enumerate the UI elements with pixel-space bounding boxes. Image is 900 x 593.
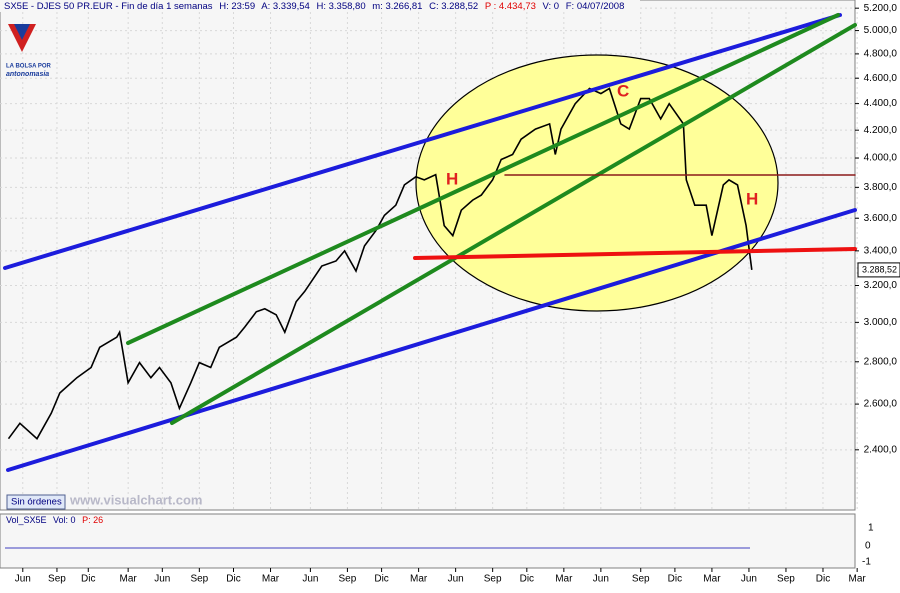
- volume-tick-label: 0: [865, 541, 871, 552]
- y-tick-label: 3.200,0: [864, 280, 898, 291]
- header-bg: [0, 0, 640, 12]
- logo-text: LA BOLSA POR: [6, 64, 52, 70]
- annotations: H C H: [446, 81, 758, 208]
- y-tick-label: 2.600,0: [864, 399, 898, 410]
- x-tick-label: Mar: [410, 574, 428, 585]
- x-tick-label: Jun: [15, 574, 31, 585]
- x-tick-label: Dic: [816, 574, 830, 585]
- volume-tick-label: 1: [868, 523, 874, 534]
- volume-tick-label: -1: [862, 557, 871, 568]
- y-tick-label: 4.200,0: [864, 125, 898, 136]
- header-part: C: 3.288,52: [429, 1, 478, 12]
- header-part: F: 04/07/2008: [566, 1, 625, 12]
- header-part: m: 3.266,81: [372, 1, 422, 12]
- x-tick-label: Jun: [593, 574, 609, 585]
- price-line: [7, 87, 753, 440]
- y-tick-label: 4.600,0: [864, 73, 898, 84]
- x-tick-label: Sep: [777, 574, 795, 585]
- x-tick-label: Jun: [302, 574, 318, 585]
- y-tick-label: 3.400,0: [864, 246, 898, 257]
- trend-line: [126, 13, 840, 345]
- y-tick-label: 4.800,0: [864, 49, 898, 60]
- x-tick-label: Sep: [190, 574, 208, 585]
- x-tick-label: Sep: [339, 574, 357, 585]
- x-tick-label: Dic: [668, 574, 682, 585]
- x-tick-label: Dic: [520, 574, 534, 585]
- x-tick-label: Dic: [81, 574, 95, 585]
- x-tick-label: Jun: [741, 574, 757, 585]
- volume-part: Vol_SX5E: [6, 515, 47, 525]
- volume-panel: [0, 513, 856, 569]
- header-part: SX5E - DJES 50 PR.EUR - Fin de día 1 sem…: [4, 1, 213, 12]
- x-tick-label: Dic: [374, 574, 388, 585]
- x-tick-label: Sep: [48, 574, 66, 585]
- grid: [0, 7, 858, 510]
- orders-button[interactable]: [6, 494, 66, 510]
- annotation: C: [617, 81, 629, 100]
- trend-line: [3, 13, 842, 270]
- x-tick-label: Sep: [632, 574, 650, 585]
- axes: 2.400,0 2.600,0 2.800,0 3.000,0 3.200,0 3.400…: [15, 3, 900, 585]
- header: SX5E - DJES 50 PR.EUR - Fin de día 1 sem…: [4, 1, 624, 12]
- watermark: www.visualchart.com: [69, 492, 202, 507]
- volume-part: P: 26: [82, 515, 103, 525]
- trend-line: [170, 23, 857, 425]
- highlight-ellipse: [415, 54, 779, 312]
- series: [7, 87, 753, 440]
- x-tick-label: Jun: [448, 574, 464, 585]
- orders-label[interactable]: Sin órdenes: [11, 497, 62, 508]
- header-part: H: 23:59: [219, 1, 255, 12]
- y-tick-label: 5.000,0: [864, 25, 898, 36]
- volume-title: Vol_SX5E Vol: 0 P: 26: [6, 515, 103, 525]
- y-tick-label: 3.800,0: [864, 182, 898, 193]
- x-tick-label: Mar: [262, 574, 280, 585]
- x-tick-label: Jun: [154, 574, 170, 585]
- header-part: A: 3.339,54: [261, 1, 310, 12]
- x-tick-label: Dic: [226, 574, 240, 585]
- y-tick-label: 3.600,0: [864, 213, 898, 224]
- y-tick-label: 4.400,0: [864, 98, 898, 109]
- annotation: H: [746, 189, 758, 208]
- volume-part: Vol: 0: [53, 515, 76, 525]
- y-tick-label: 2.800,0: [864, 356, 898, 367]
- logo-text: antonomasia: [6, 71, 49, 78]
- x-tick-label: Mar: [703, 574, 721, 585]
- logo-mark: [14, 24, 30, 40]
- header-part: P : 4.434,73: [485, 1, 536, 12]
- y-tick-label: 2.400,0: [864, 444, 898, 455]
- logo: LA BOLSA POR antonomasia: [6, 24, 52, 78]
- y-tick-label: 4.000,0: [864, 153, 898, 164]
- header-part: V: 0: [543, 1, 560, 12]
- x-tick-label: Mar: [120, 574, 138, 585]
- support-line: [413, 247, 857, 260]
- y-tick-label: 3.000,0: [864, 317, 898, 328]
- annotation: H: [446, 169, 458, 188]
- last-value-label: 3.288,52: [862, 264, 897, 274]
- x-tick-label: Sep: [484, 574, 502, 585]
- x-tick-label: Mar: [555, 574, 573, 585]
- x-tick-label: Mar: [849, 574, 867, 585]
- header-part: H: 3.358,80: [317, 1, 366, 12]
- trend-lines: [3, 13, 857, 472]
- y-tick-label: 5.200,0: [864, 3, 898, 14]
- last-value-box: [857, 262, 900, 278]
